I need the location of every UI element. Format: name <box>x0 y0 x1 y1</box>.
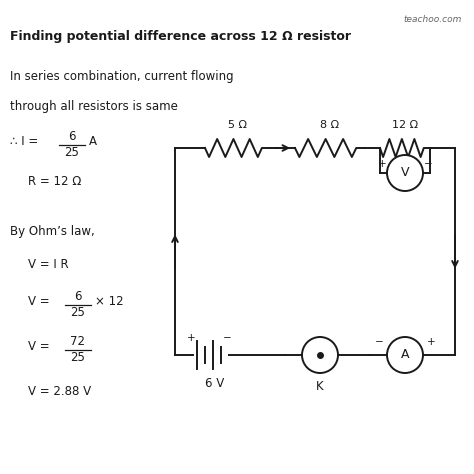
Text: 8 Ω: 8 Ω <box>320 120 339 130</box>
Text: through all resistors is same: through all resistors is same <box>10 100 178 113</box>
Text: V = 2.88 V: V = 2.88 V <box>28 385 91 398</box>
Circle shape <box>387 155 423 191</box>
Text: 25: 25 <box>71 351 85 364</box>
Text: 25: 25 <box>64 146 80 159</box>
Text: A: A <box>89 135 97 148</box>
Text: V =: V = <box>28 340 54 353</box>
Text: +: + <box>427 337 435 347</box>
Text: V =: V = <box>28 295 54 308</box>
Circle shape <box>387 337 423 373</box>
Text: 6: 6 <box>68 130 76 143</box>
Text: −: − <box>424 159 432 169</box>
Text: A: A <box>401 348 409 362</box>
Text: −: − <box>223 333 231 343</box>
Text: +: + <box>187 333 195 343</box>
Text: 6: 6 <box>74 290 82 303</box>
Text: teachoo.com: teachoo.com <box>404 15 462 24</box>
Text: By Ohm’s law,: By Ohm’s law, <box>10 225 95 238</box>
Text: 6 V: 6 V <box>205 377 225 390</box>
Text: Finding potential difference across 12 Ω resistor: Finding potential difference across 12 Ω… <box>10 30 351 43</box>
Text: V: V <box>401 166 409 180</box>
Text: R = 12 Ω: R = 12 Ω <box>28 175 82 188</box>
Text: K: K <box>316 380 324 393</box>
Text: ∴ I =: ∴ I = <box>10 135 42 148</box>
Text: 72: 72 <box>71 335 85 348</box>
Circle shape <box>302 337 338 373</box>
Text: +: + <box>378 159 386 169</box>
Text: 5 Ω: 5 Ω <box>228 120 247 130</box>
Text: × 12: × 12 <box>95 295 124 308</box>
Text: 12 Ω: 12 Ω <box>392 120 418 130</box>
Text: −: − <box>374 337 383 347</box>
Text: V = I R: V = I R <box>28 258 69 271</box>
Text: In series combination, current flowing: In series combination, current flowing <box>10 70 234 83</box>
Text: 25: 25 <box>71 306 85 319</box>
